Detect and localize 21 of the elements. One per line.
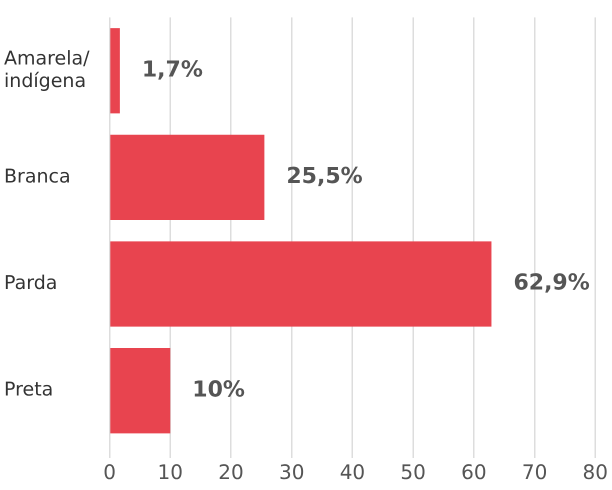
x-tick-label: 0 <box>103 460 116 484</box>
y-tick-label: Branca <box>4 165 71 188</box>
x-tick-label: 10 <box>158 460 183 484</box>
bar <box>110 134 264 220</box>
x-tick-label: 20 <box>218 460 244 484</box>
x-tick-label: 40 <box>340 460 366 484</box>
x-tick-label: 70 <box>522 460 548 484</box>
data-label: 1,7% <box>142 57 203 82</box>
bar <box>110 348 170 434</box>
y-tick-label: Amarela/indígena <box>4 47 90 92</box>
x-tick-label: 50 <box>400 460 426 484</box>
data-label: 62,9% <box>513 270 590 296</box>
x-tick-label: 30 <box>278 460 304 484</box>
data-label: 25,5% <box>286 164 363 190</box>
bar <box>110 28 120 114</box>
y-tick-label: Parda <box>4 272 58 294</box>
data-label: 10% <box>192 377 245 402</box>
x-tick-label: 60 <box>461 460 487 484</box>
bar <box>110 241 492 327</box>
y-tick-label: Preta <box>4 378 54 401</box>
x-tick-label: 80 <box>582 460 608 484</box>
